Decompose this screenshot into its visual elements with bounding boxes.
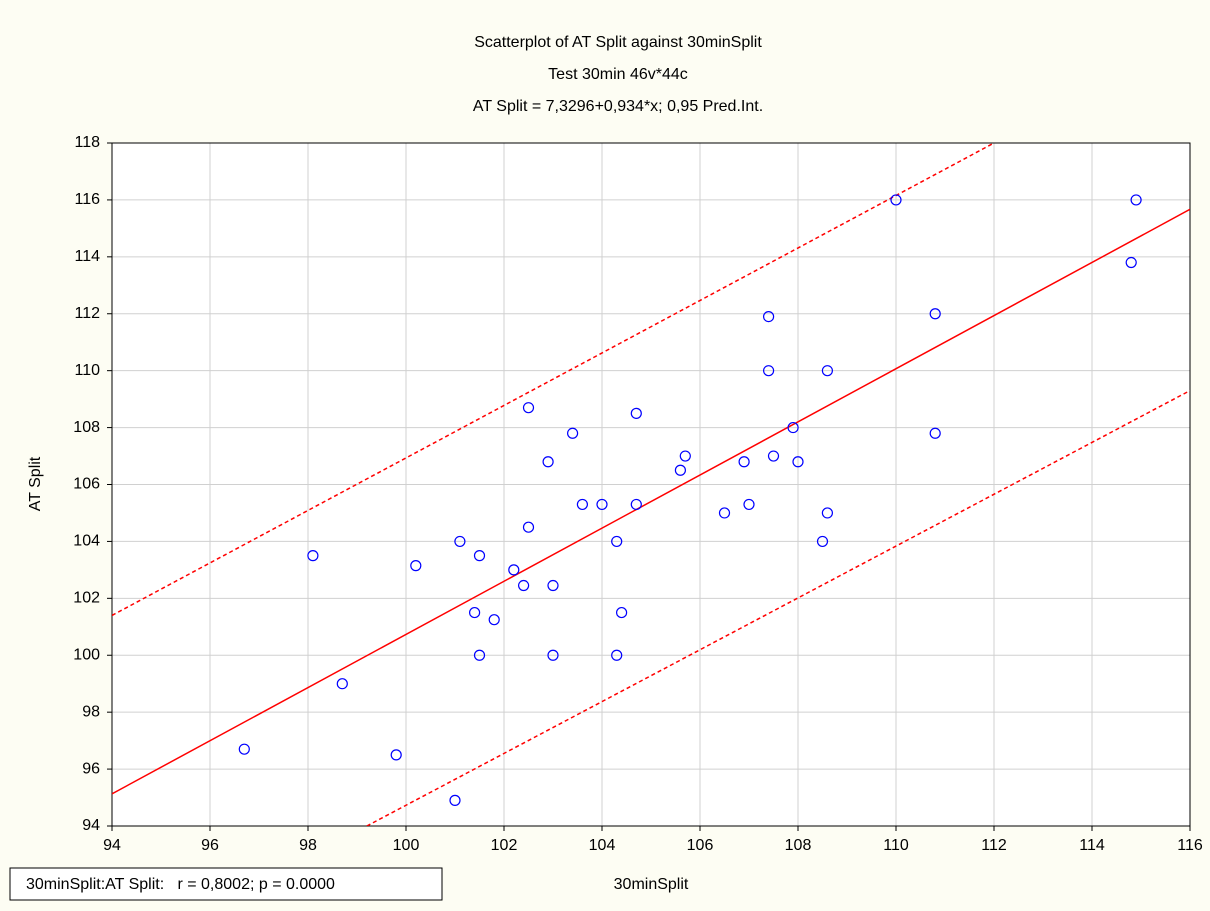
y-tick-label: 118 (74, 134, 100, 151)
x-tick-label: 94 (103, 837, 121, 854)
point (522, 402, 535, 414)
point (454, 535, 466, 548)
point (473, 649, 486, 661)
x-tick-label: 110 (883, 837, 909, 854)
point (522, 521, 535, 533)
x-tick-label: 96 (201, 837, 219, 854)
point (630, 498, 642, 511)
fit-line (112, 143, 995, 617)
point (547, 579, 559, 592)
y-tick-label: 104 (73, 533, 100, 550)
point (336, 678, 348, 690)
y-tick-label: 110 (74, 362, 100, 379)
x-tick-label: 100 (393, 837, 420, 854)
x-tick-label: 114 (1079, 837, 1105, 854)
point (1125, 256, 1137, 269)
point (929, 427, 941, 439)
point (307, 550, 319, 562)
point (787, 421, 799, 434)
fit-line (366, 389, 1190, 826)
point (767, 450, 780, 462)
chart-subtitle: Test 30min 46v*44c (548, 66, 688, 83)
point (566, 427, 579, 439)
point (679, 450, 691, 462)
point (743, 498, 755, 511)
y-tick-label: 106 (73, 476, 100, 493)
point (488, 614, 500, 626)
point (547, 649, 559, 661)
point (762, 310, 775, 323)
y-axis-label: AT Split (27, 456, 44, 511)
y-tick-label: 94 (82, 817, 100, 834)
point (238, 743, 250, 755)
fit-line (112, 208, 1190, 795)
y-tick-label: 114 (74, 248, 100, 265)
y-tick-label: 108 (73, 419, 100, 436)
y-tick-label: 116 (74, 191, 100, 208)
point (508, 564, 520, 576)
x-tick-label: 108 (785, 837, 812, 854)
point (792, 456, 804, 468)
x-tick-label: 102 (491, 837, 518, 854)
equation: AT Split = 7,3296+0,934*x; 0,95 Pred.Int… (473, 98, 763, 115)
point (469, 606, 481, 619)
y-tick-label: 98 (82, 703, 100, 720)
plot-layer (112, 143, 1190, 826)
point (890, 194, 902, 206)
point (542, 456, 554, 468)
annotation: 30minSplit:AT Split: r = 0,8002; p = 0.0… (26, 876, 335, 893)
y-tick-label: 100 (73, 646, 100, 663)
x-tick-label: 98 (299, 837, 317, 854)
x-tick-label: 104 (589, 837, 616, 854)
x-tick-label: 106 (687, 837, 714, 854)
point (410, 560, 422, 572)
point (615, 606, 628, 619)
y-tick-label: 102 (73, 590, 100, 607)
point (762, 365, 775, 377)
x-tick-label: 112 (981, 837, 1007, 854)
point (816, 535, 829, 548)
x-tick-label: 116 (1177, 837, 1203, 854)
point (596, 498, 608, 511)
point (1130, 194, 1142, 206)
point (517, 579, 530, 592)
point (738, 456, 750, 468)
x-axis-label: 30minSplit (614, 876, 689, 893)
y-tick-label: 112 (74, 305, 100, 322)
point (821, 365, 834, 377)
point (630, 407, 642, 419)
point (449, 794, 461, 806)
plot-frame (111, 142, 1191, 827)
point (611, 649, 623, 661)
point (611, 535, 623, 548)
y-tick-label: 96 (82, 760, 100, 777)
point (929, 308, 941, 320)
annotation-box (9, 867, 443, 901)
point (390, 749, 402, 761)
point (576, 498, 589, 511)
point (473, 550, 486, 562)
point (821, 507, 834, 519)
point (718, 507, 731, 519)
point (674, 464, 687, 476)
chart-title: Scatterplot of AT Split against 30minSpl… (474, 34, 762, 51)
